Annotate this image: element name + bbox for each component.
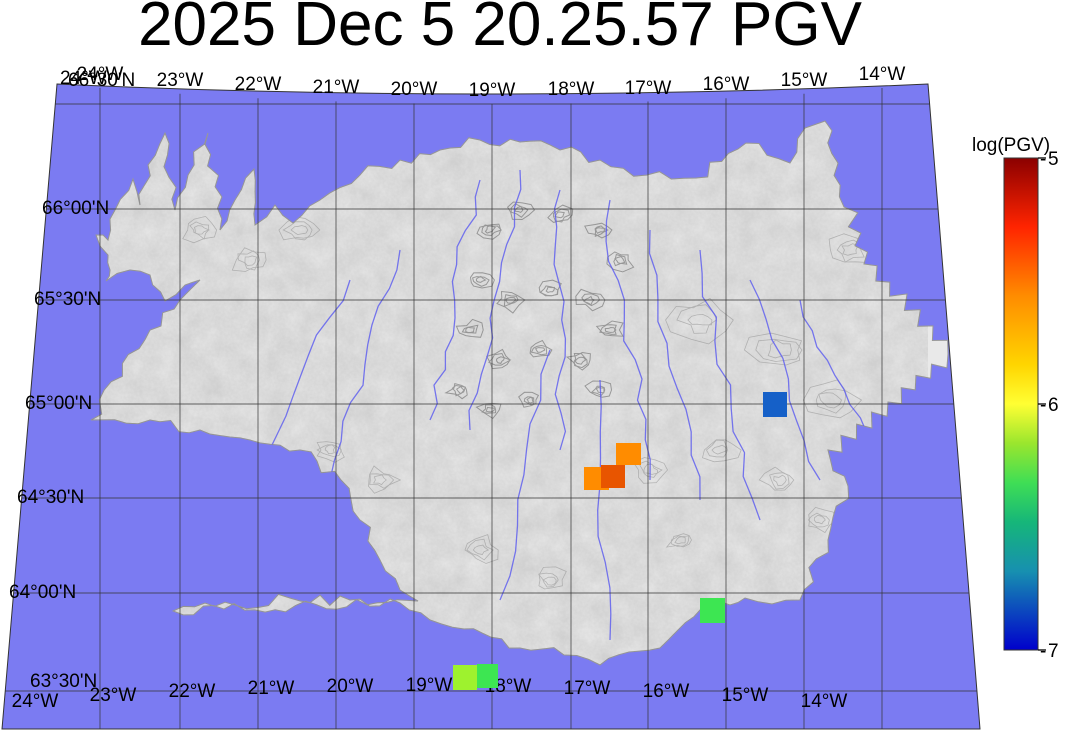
svg-text:64°30'N: 64°30'N xyxy=(17,487,84,508)
svg-text:65°00'N: 65°00'N xyxy=(25,393,92,414)
svg-text:65°30'N: 65°30'N xyxy=(34,289,101,310)
svg-text:22°W: 22°W xyxy=(169,681,216,702)
svg-text:24°W: 24°W xyxy=(60,68,107,89)
svg-text:22°W: 22°W xyxy=(235,74,282,95)
svg-text:6: 6 xyxy=(1048,395,1059,416)
svg-text:14°W: 14°W xyxy=(859,64,906,85)
svg-text:23°W: 23°W xyxy=(157,70,204,91)
svg-text:7: 7 xyxy=(1048,641,1059,662)
svg-text:19°W: 19°W xyxy=(406,675,453,696)
svg-text:16°W: 16°W xyxy=(703,74,750,95)
svg-text:21°W: 21°W xyxy=(248,678,295,699)
svg-text:66°00'N: 66°00'N xyxy=(42,198,109,219)
svg-text:17°W: 17°W xyxy=(625,78,672,99)
svg-text:15°W: 15°W xyxy=(781,70,828,91)
svg-text:18°W: 18°W xyxy=(548,79,595,100)
svg-text:21°W: 21°W xyxy=(313,77,360,98)
svg-text:16°W: 16°W xyxy=(643,681,690,702)
svg-text:15°W: 15°W xyxy=(722,685,769,706)
svg-text:24°W: 24°W xyxy=(12,691,59,712)
svg-text:log(PGV): log(PGV) xyxy=(972,135,1050,156)
svg-text:14°W: 14°W xyxy=(801,691,848,712)
svg-text:20°W: 20°W xyxy=(327,676,374,697)
svg-text:20°W: 20°W xyxy=(391,79,438,100)
svg-text:-: - xyxy=(1040,641,1046,662)
svg-text:17°W: 17°W xyxy=(564,678,611,699)
svg-text:19°W: 19°W xyxy=(469,80,516,101)
svg-text:-: - xyxy=(1040,395,1046,416)
svg-text:63°30'N: 63°30'N xyxy=(30,671,97,692)
svg-text:64°00'N: 64°00'N xyxy=(9,582,76,603)
